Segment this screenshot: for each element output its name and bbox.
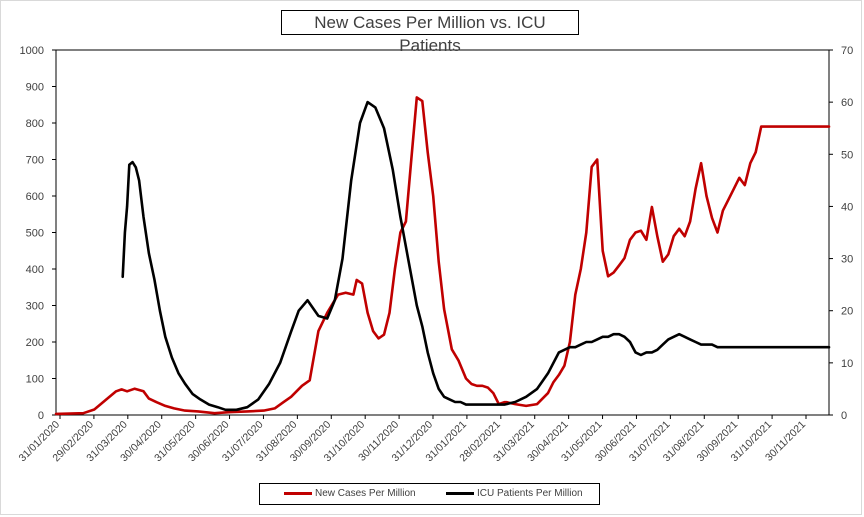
y-right-tick-label: 10 (841, 358, 853, 370)
y-left-tick-label: 0 (38, 410, 44, 422)
y-left-tick-label: 400 (26, 264, 44, 276)
legend-label-icu: ICU Patients Per Million (477, 488, 583, 499)
series-layer (54, 96, 831, 416)
y-right-tick-label: 50 (841, 149, 853, 161)
series-line-icu (121, 100, 831, 412)
y-left-tick-label: 600 (26, 191, 44, 203)
legend-swatch-new-cases (284, 491, 312, 495)
y-left-tick-label: 300 (26, 301, 44, 313)
y-right-tick-label: 70 (841, 45, 853, 57)
y-left-tick-label: 500 (26, 228, 44, 240)
y-left-tick-label: 200 (26, 337, 44, 349)
legend-item-icu: ICU Patients Per Million (446, 484, 583, 504)
series-line-new-cases (54, 96, 831, 416)
y-right-tick-label: 20 (841, 306, 853, 318)
y-left-tick-label: 100 (26, 374, 44, 386)
y-left-tick-label: 800 (26, 118, 44, 130)
y-right-tick-label: 0 (841, 410, 847, 422)
y-left-tick-label: 1000 (20, 45, 44, 57)
y-right-tick-label: 30 (841, 254, 853, 266)
legend-item-new-cases: New Cases Per Million (284, 484, 416, 504)
y-right-tick-label: 60 (841, 97, 853, 109)
legend-label-new-cases: New Cases Per Million (315, 488, 416, 499)
y-left-tick-label: 700 (26, 155, 44, 167)
legend: New Cases Per Million ICU Patients Per M… (259, 483, 600, 505)
legend-swatch-icu (446, 491, 474, 495)
y-right-tick-label: 40 (841, 201, 853, 213)
axes-layer: 0 100 200 300 400 500 600 700 800 900 1000 0 10 20 30 4… (16, 45, 853, 464)
y-left-tick-label: 900 (26, 82, 44, 94)
chart-title: New Cases Per Million vs. ICU Patients (281, 10, 579, 55)
